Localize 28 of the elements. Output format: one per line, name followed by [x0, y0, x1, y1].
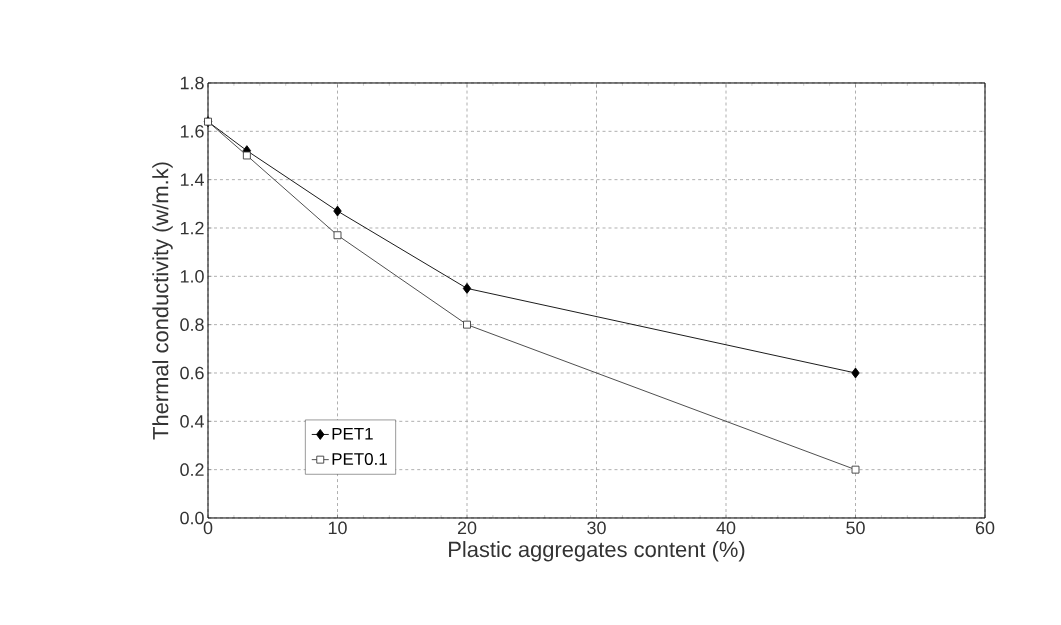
y-axis-title: Thermal conductivity (w/m.k) [152, 162, 173, 440]
point [851, 367, 860, 379]
x-tick-label: 50 [846, 521, 865, 535]
x-tick-label: 60 [975, 521, 995, 535]
y-tick-label: 0.0 [180, 511, 204, 525]
y-tick-label: 1.2 [180, 221, 204, 235]
y-tick-label: 0.4 [180, 414, 204, 428]
point [333, 231, 342, 240]
point [242, 151, 251, 160]
point [462, 282, 472, 294]
y-tick-label: 1.0 [180, 269, 204, 283]
x-tick-label: 0 [203, 521, 213, 535]
point [463, 320, 471, 329]
x-tick-label: 20 [457, 521, 477, 535]
x-tick-label: 30 [587, 521, 606, 535]
legend-label: PET1 [332, 427, 373, 440]
y-tick-label: 0.6 [180, 366, 204, 380]
y-tick-label: 1.4 [180, 173, 204, 186]
legend-label: PET0.1 [332, 452, 387, 465]
point [851, 465, 860, 474]
point [333, 205, 342, 217]
y-tick-label: 0.2 [180, 463, 204, 476]
x-axis-title: Plastic aggregates content (%) [449, 541, 745, 562]
x-tick-label: 40 [716, 521, 736, 535]
y-tick-label: 0.8 [180, 318, 204, 331]
y-tick-label: 1.8 [180, 76, 204, 90]
y-tick-label: 1.6 [180, 124, 204, 138]
x-tick-label: 10 [328, 521, 347, 535]
